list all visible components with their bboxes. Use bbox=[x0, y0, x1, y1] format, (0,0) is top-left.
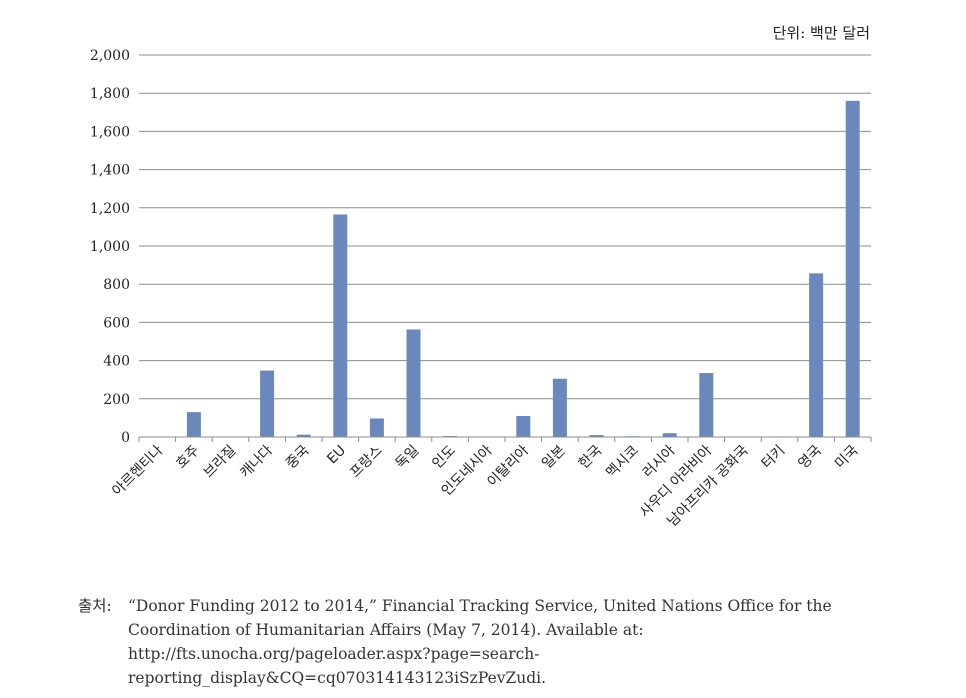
x-category-label: 일본 bbox=[539, 442, 569, 472]
x-category-label: 영국 bbox=[795, 442, 825, 472]
x-axis-ticks bbox=[138, 437, 872, 442]
bar bbox=[662, 433, 677, 437]
y-tick-label: 1,400 bbox=[90, 163, 130, 179]
bar bbox=[809, 273, 824, 437]
bar bbox=[589, 435, 604, 437]
bar bbox=[406, 329, 421, 437]
bar bbox=[369, 418, 384, 437]
bar bbox=[552, 378, 567, 437]
x-category-label: 터키 bbox=[759, 443, 789, 473]
y-tick-label: 200 bbox=[103, 392, 130, 408]
y-tick-label: 400 bbox=[103, 354, 130, 370]
x-category-label: 브라질 bbox=[201, 443, 240, 482]
source-text: “Donor Funding 2012 to 2014,” Financial … bbox=[128, 597, 832, 687]
x-category-label: 이탈리아 bbox=[484, 442, 532, 490]
bar bbox=[516, 415, 531, 437]
x-category-label: 호주 bbox=[173, 442, 203, 472]
x-category-label: 인도 bbox=[429, 442, 459, 472]
y-tick-label: 1,000 bbox=[90, 239, 130, 255]
x-category-label: 프랑스 bbox=[347, 442, 386, 481]
y-tick-label: 1,200 bbox=[90, 201, 130, 217]
bar bbox=[186, 412, 201, 437]
y-tick-label: 0 bbox=[121, 430, 130, 446]
y-tick-label: 600 bbox=[103, 315, 130, 331]
bar bbox=[699, 373, 714, 437]
x-category-label: 미국 bbox=[832, 442, 862, 472]
x-category-label: 중국 bbox=[283, 442, 313, 472]
x-category-label: 아르헨티나 bbox=[109, 442, 166, 499]
bar-chart: 0 200 400 600 800 1,000 1,200 1,400 1,600 1,800 2,… bbox=[90, 48, 872, 530]
y-axis-tick-labels: 0 200 400 600 800 1,000 1,200 1,400 1,600 1,800 2,… bbox=[90, 48, 130, 446]
bars bbox=[186, 100, 860, 437]
x-category-label: EU bbox=[324, 443, 349, 468]
x-category-label: 한국 bbox=[576, 442, 606, 472]
x-category-label: 캐나다 bbox=[237, 442, 276, 481]
y-tick-label: 1,600 bbox=[90, 124, 130, 140]
bar bbox=[845, 100, 860, 437]
unit-label: 단위: 백만 달러 bbox=[772, 24, 870, 42]
bar bbox=[333, 214, 348, 437]
x-category-label: 독일 bbox=[393, 443, 423, 473]
source-note: 출처: “Donor Funding 2012 to 2014,” Financ… bbox=[78, 594, 898, 690]
bar bbox=[260, 370, 275, 437]
y-tick-label: 2,000 bbox=[90, 48, 130, 64]
x-category-label: 멕시코 bbox=[603, 442, 642, 481]
gridlines bbox=[139, 54, 871, 400]
bar bbox=[296, 434, 311, 437]
y-tick-label: 800 bbox=[103, 277, 130, 293]
y-tick-label: 1,800 bbox=[90, 86, 130, 102]
source-label: 출처: bbox=[78, 597, 112, 615]
